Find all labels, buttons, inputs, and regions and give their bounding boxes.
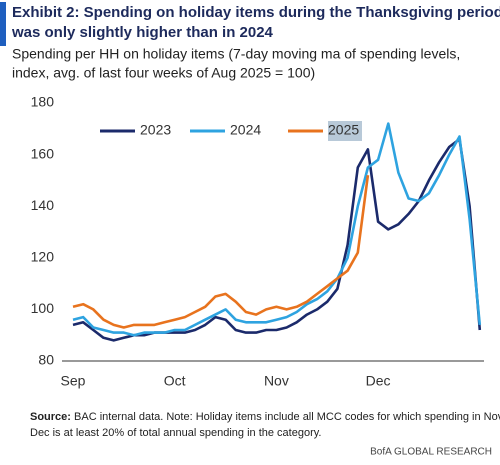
y-tick-label: 80: [38, 352, 54, 368]
y-tick-label: 140: [31, 197, 55, 213]
title-accent: [0, 2, 6, 46]
chart-title: was only slightly higher than in 2024: [11, 24, 274, 41]
x-tick-label: Sep: [61, 373, 86, 389]
footnote: Source: BAC internal data. Note: Holiday…: [30, 411, 500, 423]
line-series: [72, 137, 482, 342]
legend-label: 2024: [230, 122, 261, 138]
x-tick-label: Dec: [366, 373, 391, 389]
y-tick-label: 100: [31, 300, 55, 316]
chart-title: Exhibit 2: Spending on holiday items dur…: [12, 4, 500, 21]
brand: BofA GLOBAL RESEARCH: [370, 447, 492, 458]
y-tick-label: 180: [31, 94, 55, 110]
line-series: [72, 122, 482, 337]
chart-subtitle: index, avg. of last four weeks of Aug 20…: [12, 65, 315, 81]
note-text: BAC internal data. Note: Holiday items i…: [71, 411, 500, 423]
note-text: Dec is at least 20% of total annual spen…: [30, 427, 321, 439]
y-tick-label: 160: [31, 145, 55, 161]
source-label: Source:: [30, 411, 71, 423]
legend-label: 2025: [328, 122, 359, 138]
y-tick-label: 120: [31, 249, 55, 265]
line-series: [72, 175, 370, 329]
x-tick-label: Nov: [264, 373, 289, 389]
legend-label: 2023: [140, 122, 171, 138]
x-tick-label: Oct: [164, 373, 186, 389]
legend-highlight: [328, 121, 362, 141]
chart-subtitle: Spending per HH on holiday items (7-day …: [12, 46, 460, 62]
